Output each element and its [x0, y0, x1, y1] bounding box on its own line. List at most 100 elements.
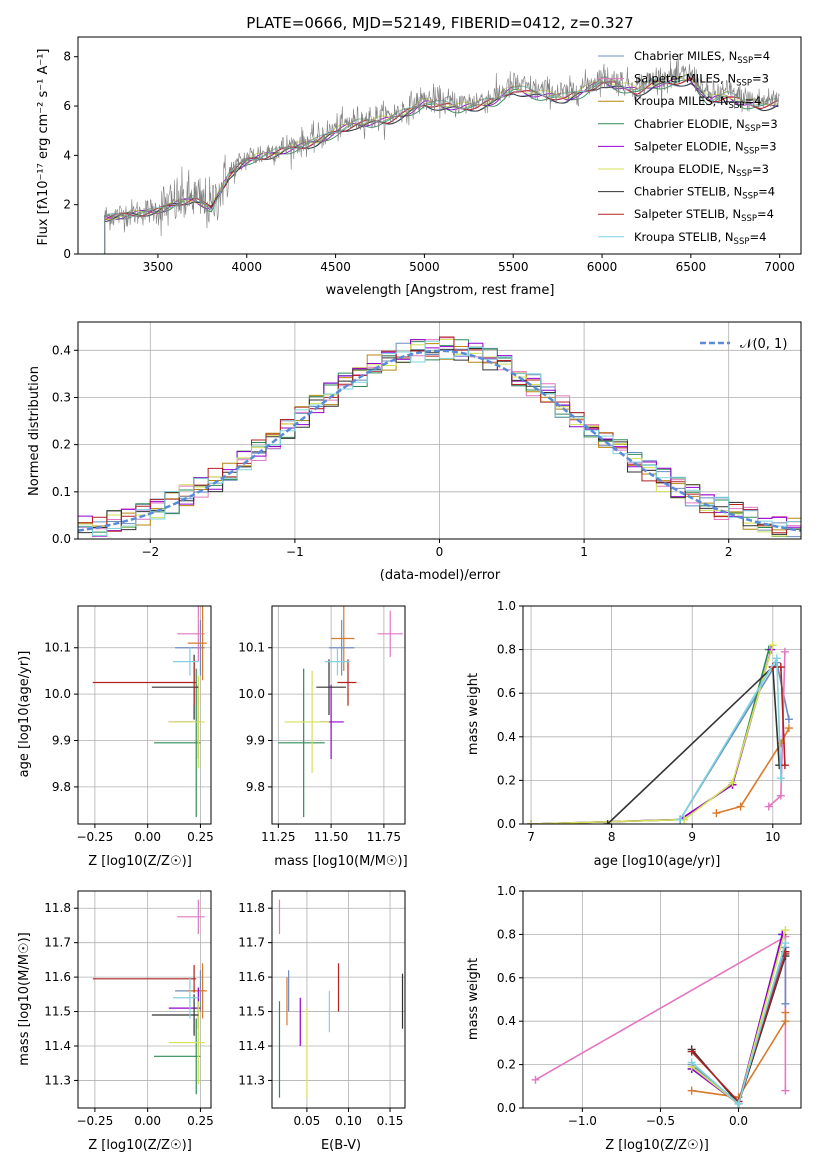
- age-vs-Z-ytick-label-1: 9.9: [52, 734, 71, 748]
- massweight-vs-age-marker-0-2: [784, 715, 793, 724]
- legend-label-4: Salpeter ELODIE, NSSP=3: [634, 139, 777, 156]
- massweight-vs-Z-frame: [522, 890, 802, 1109]
- residuals-xtick-label-3: 1: [580, 545, 588, 559]
- massweight-vs-age-marker-8-0: [676, 815, 685, 824]
- age-vs-metallicity-xlabel: Z [log10(Z/Z☉)]: [88, 854, 192, 869]
- spectrum-xlabel: wavelength [Angstrom, rest frame]: [326, 283, 555, 298]
- legend-label-8: Kroupa STELIB, NSSP=4: [634, 230, 766, 247]
- spectrum-xtick-label-5: 6000: [587, 260, 618, 274]
- legend-label-tail-2: =4: [744, 94, 761, 108]
- mass-vs-EBV-ytick-label-0: 11.3: [238, 1073, 265, 1087]
- massweight-vs-age-line-6: [607, 665, 780, 824]
- massweight-vs-age-marker-7-1: [776, 663, 785, 672]
- legend-label-tail-5: =3: [752, 162, 769, 176]
- mass-vs-Z-ytick-label-5: 11.8: [44, 901, 71, 915]
- mass-vs-Z-ytick-label-1: 11.4: [44, 1039, 71, 1053]
- mass-weight-vs-age-ylabel: mass weight: [466, 673, 481, 755]
- massweight-vs-Z-marker-8-1: [734, 1099, 743, 1108]
- legend-label-sub-2: SSP: [729, 101, 745, 111]
- massweight-vs-Z-xtick-label-0: −1.0: [568, 1114, 597, 1128]
- legend-label-sub-3: SSP: [745, 124, 761, 134]
- massweight-vs-age-ytick-label-3: 0.6: [497, 686, 516, 700]
- residuals-ytick-label-3: 0.3: [52, 390, 71, 404]
- mass-vs-Z-ytick-label-0: 11.3: [44, 1073, 71, 1087]
- legend-label-base-7: Salpeter STELIB, N: [634, 207, 741, 221]
- spectrum-title: PLATE=0666, MJD=52149, FIBERID=0412, z=0…: [246, 14, 633, 32]
- legend-label-tail-7: =4: [757, 207, 774, 221]
- spectrum-ytick-label-0: 0: [63, 247, 71, 261]
- mass-vs-Z-ytick-label-3: 11.6: [44, 970, 71, 984]
- legend-label-base-0: Chabrier MILES, N: [634, 49, 737, 63]
- massweight-vs-age-marker-1-0: [764, 802, 773, 811]
- mass-vs-EBV-xtick-label-0: 0.05: [294, 1114, 321, 1128]
- spectrum-xtick-label-4: 5500: [498, 260, 529, 274]
- massweight-vs-age-marker-7-2: [780, 761, 789, 770]
- age-vs-mass-frame: [271, 605, 406, 825]
- legend-label-sub-4: SSP: [744, 146, 760, 156]
- legend-label-base-6: Chabrier STELIB, N: [634, 185, 742, 199]
- residuals-xtick-label-4: 2: [725, 545, 733, 559]
- spectrum-xtick-label-2: 4500: [320, 260, 351, 274]
- massweight-vs-age-marker-5-0: [527, 820, 536, 824]
- mass-vs-EBV-ytick-label-3: 11.6: [238, 970, 265, 984]
- residuals-panel: −2 −1 0 1 2 0.0 0.1 0.2 0.3 0.4 𝒩(0, 1) (data-mod…: [27, 321, 802, 583]
- mass-vs-EBV-xtick-label-2: 0.15: [377, 1114, 404, 1128]
- mass-weight-vs-metallicity-xlabel: Z [log10(Z/Z☉)]: [605, 1138, 709, 1153]
- legend-label-6: Chabrier STELIB, NSSP=4: [634, 185, 775, 202]
- massweight-vs-Z-plot-area: [523, 891, 801, 1108]
- massweight-vs-age-marker-1-2: [780, 647, 789, 656]
- residuals-xtick-label-0: −2: [141, 545, 159, 559]
- massweight-vs-Z-ytick-label-2: 0.4: [497, 1014, 516, 1028]
- mass-vs-EBV-plot-area: [272, 891, 405, 1108]
- spectrum-ytick-label-1: 2: [63, 198, 71, 212]
- age-vs-mass-plot-area: [272, 606, 405, 824]
- massweight-vs-Z-xtick-label-2: 0.0: [729, 1114, 748, 1128]
- mass-vs-EBV-ytick-label-1: 11.4: [238, 1039, 265, 1053]
- legend-label-tail-1: =3: [752, 72, 769, 86]
- mass-weight-vs-age-xlabel: age [log10(age/yr)]: [594, 854, 721, 869]
- mass-weight-vs-age-panel: 7 8 9 10 0.0 0.2 0.4 0.6 0.8 1.0 age [log10(age/y…: [466, 599, 802, 869]
- massweight-vs-age-marker-8-2: [776, 774, 785, 783]
- residuals-ytick-label-2: 0.2: [52, 438, 71, 452]
- age-vs-Z-xtick-label-0: −0.25: [76, 830, 113, 844]
- legend-label-sub-6: SSP: [742, 192, 758, 202]
- massweight-vs-Z-ytick-label-0: 0.0: [497, 1101, 516, 1115]
- mass-vs-metallicity-panel: −0.25 0.00 0.25 11.3 11.4 11.5 11.6 11.7 11.8 Z …: [17, 890, 214, 1153]
- massweight-vs-age-ytick-label-0: 0.0: [497, 817, 516, 831]
- spectrum-ylabel: Flux [fλ10⁻¹⁷ erg cm⁻² s⁻¹ A⁻¹]: [36, 49, 51, 246]
- mass-vs-Z-xtick-label-0: −0.25: [76, 1114, 113, 1128]
- reference-legend-label: 𝒩(0, 1): [740, 337, 787, 352]
- massweight-vs-Z-marker-1-3: [781, 1008, 790, 1017]
- legend-label-tail-6: =4: [758, 185, 775, 199]
- age-vs-Z-ytick-label-3: 10.1: [44, 641, 71, 655]
- massweight-vs-age-xtick-label-0: 7: [527, 830, 535, 844]
- massweight-vs-Z-marker-0-0: [531, 1075, 540, 1084]
- mass-vs-ebv-xlabel: E(B-V): [321, 1138, 361, 1153]
- age-vs-mass-ytick-label-1: 9.9: [246, 734, 265, 748]
- spectrum-xtick-label-0: 3500: [143, 260, 174, 274]
- legend-label-0: Chabrier MILES, NSSP=4: [634, 49, 770, 66]
- massweight-vs-age-frame: [522, 605, 802, 825]
- massweight-vs-age-line-5: [531, 644, 774, 824]
- legend-label-tail-4: =3: [760, 139, 777, 153]
- spectrum-ytick-label-4: 8: [63, 50, 71, 64]
- age-vs-mass-ytick-label-2: 10.0: [238, 687, 265, 701]
- age-vs-Z-xtick-label-2: 0.25: [187, 830, 214, 844]
- legend-label-base-2: Kroupa MILES, N: [634, 94, 729, 108]
- legend-label-tail-3: =3: [761, 117, 778, 131]
- massweight-vs-age-ytick-label-5: 1.0: [497, 599, 516, 613]
- massweight-vs-age-marker-2-1: [736, 802, 745, 811]
- legend-label-base-5: Kroupa ELODIE, N: [634, 162, 736, 176]
- age-vs-mass-ytick-label-3: 10.1: [238, 641, 265, 655]
- age-vs-mass-xtick-label-1: 11.50: [314, 830, 348, 844]
- massweight-vs-age-ytick-label-2: 0.4: [497, 730, 516, 744]
- spectrum-xtick-label-1: 4000: [231, 260, 262, 274]
- legend-label-sub-7: SSP: [741, 214, 757, 224]
- massweight-vs-Z-marker-7-0: [687, 1047, 696, 1056]
- age-vs-Z-frame: [77, 605, 212, 825]
- age-vs-Z-ytick-label-0: 9.8: [52, 780, 71, 794]
- residuals-xlabel: (data-model)/error: [380, 568, 501, 583]
- mass-weight-vs-metallicity-ylabel: mass weight: [466, 958, 481, 1040]
